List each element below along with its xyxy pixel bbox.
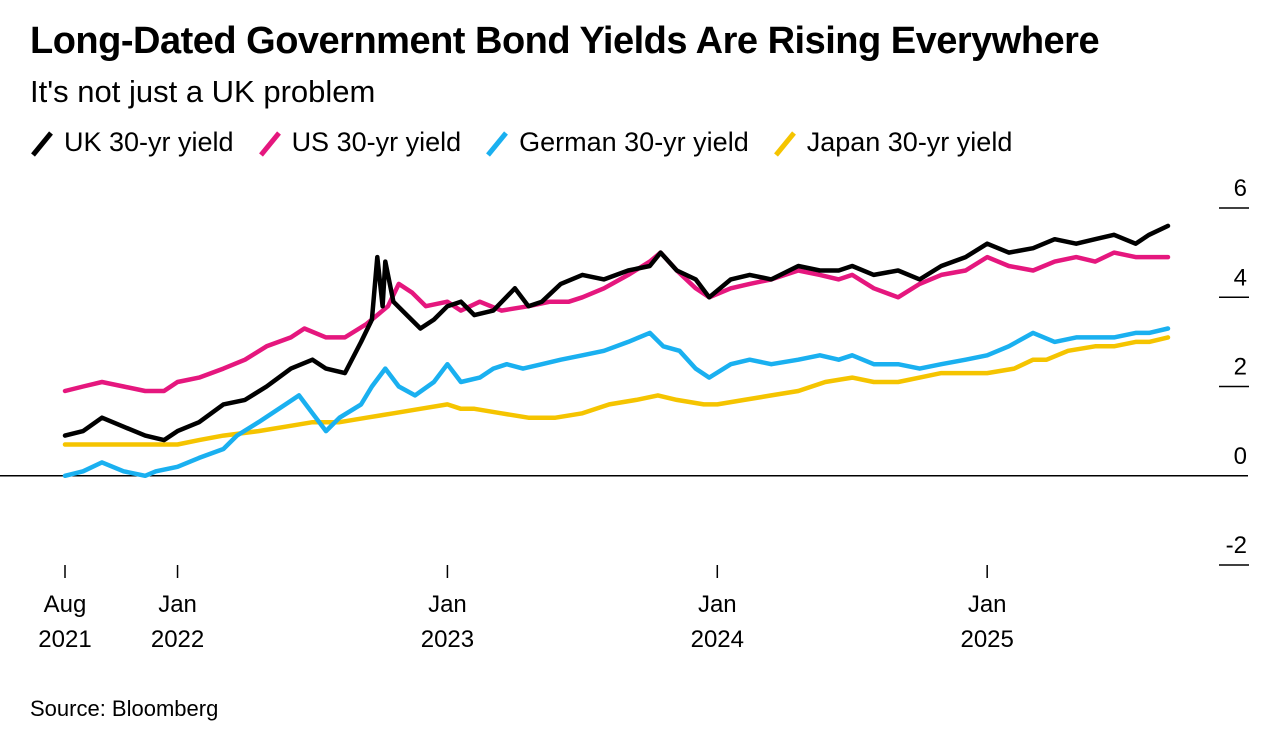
chart-title: Long-Dated Government Bond Yields Are Ri…	[30, 20, 1100, 62]
legend-swatch-uk-icon	[31, 131, 53, 157]
series-line-japan	[62, 335, 1171, 447]
y-tick-label: -2	[1226, 532, 1247, 559]
series-line-us	[62, 250, 1171, 394]
x-tick-label-month: Jan	[698, 591, 737, 618]
y-tick-label: 4	[1234, 264, 1247, 291]
legend-label-german: German 30-yr yield	[519, 126, 749, 157]
legend-swatch-us-icon	[258, 131, 281, 157]
series-line-german	[62, 326, 1171, 479]
x-tick-label-year: 2022	[151, 626, 204, 653]
legend-item-us: US 30-yr yield	[258, 124, 462, 160]
legend-item-uk: UK 30-yr yield	[30, 124, 234, 160]
x-tick-label-month: Aug	[44, 591, 87, 618]
y-tick-label: 2	[1234, 354, 1247, 381]
legend-swatch-german-icon	[486, 131, 509, 157]
chart-subtitle: It's not just a UK problem	[30, 74, 376, 109]
x-tick-label-month: Jan	[158, 591, 197, 618]
x-tick-label-month: Jan	[428, 591, 467, 618]
x-tick-label-year: 2021	[38, 626, 91, 653]
y-tick-label: 6	[1234, 175, 1247, 202]
source-note: Source: Bloomberg	[30, 696, 219, 721]
x-tick-label-month: Jan	[968, 591, 1007, 618]
legend-swatch-japan-icon	[773, 131, 796, 157]
x-tick-label-year: 2025	[960, 626, 1013, 653]
y-tick-label: 0	[1234, 443, 1247, 470]
legend-item-german: German 30-yr yield	[485, 124, 749, 160]
legend-label-japan: Japan 30-yr yield	[806, 126, 1013, 157]
legend-item-japan: Japan 30-yr yield	[773, 124, 1013, 160]
legend-label-us: US 30-yr yield	[291, 126, 462, 157]
x-tick-label-year: 2024	[691, 626, 744, 653]
legend: UK 30-yr yield US 30-yr yield German 30-…	[30, 124, 1036, 160]
series-line-uk	[62, 223, 1171, 443]
x-tick-label-year: 2023	[421, 626, 474, 653]
legend-label-uk: UK 30-yr yield	[64, 126, 234, 157]
